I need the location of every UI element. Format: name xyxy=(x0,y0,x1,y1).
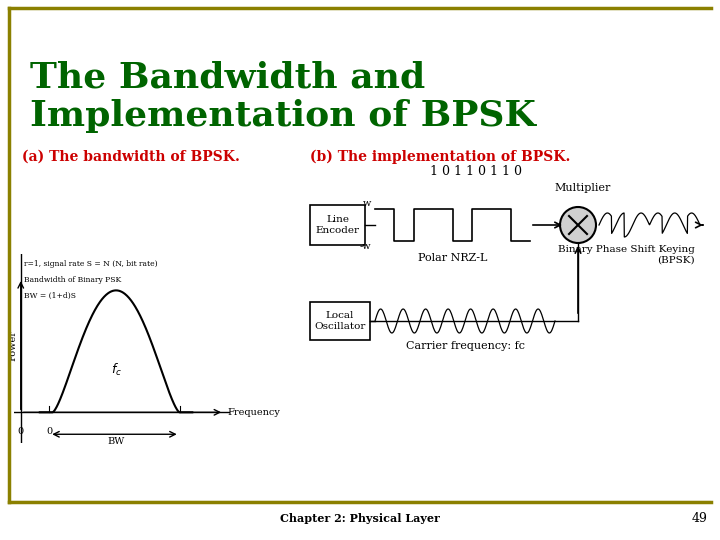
Text: Frequency: Frequency xyxy=(228,408,280,417)
FancyBboxPatch shape xyxy=(310,205,365,245)
Text: 0: 0 xyxy=(18,427,24,436)
Text: The Bandwidth and
Implementation of BPSK: The Bandwidth and Implementation of BPSK xyxy=(30,60,536,133)
Text: (a) The bandwidth of BPSK.: (a) The bandwidth of BPSK. xyxy=(22,150,240,164)
Text: w: w xyxy=(363,199,371,208)
Text: $f_c$: $f_c$ xyxy=(110,362,122,377)
Text: Carrier frequency: fc: Carrier frequency: fc xyxy=(405,341,524,351)
Text: 49: 49 xyxy=(692,511,708,524)
Text: Bandwidth of Binary PSK: Bandwidth of Binary PSK xyxy=(24,276,121,284)
Text: BW = (1+d)S: BW = (1+d)S xyxy=(24,292,76,300)
Text: Line
Encoder: Line Encoder xyxy=(315,215,359,235)
Text: Local
Oscillator: Local Oscillator xyxy=(315,311,366,330)
Text: 0: 0 xyxy=(46,427,53,436)
Text: Power: Power xyxy=(9,330,17,361)
Text: (b) The implementation of BPSK.: (b) The implementation of BPSK. xyxy=(310,150,570,164)
Text: Chapter 2: Physical Layer: Chapter 2: Physical Layer xyxy=(280,512,440,523)
Circle shape xyxy=(560,207,596,243)
Text: Binary Phase Shift Keying
(BPSK): Binary Phase Shift Keying (BPSK) xyxy=(558,245,695,265)
Text: 1 0 1 1 0 1 1 0: 1 0 1 1 0 1 1 0 xyxy=(430,165,522,178)
FancyBboxPatch shape xyxy=(310,302,370,340)
Text: r=1, signal rate S = N (N, bit rate): r=1, signal rate S = N (N, bit rate) xyxy=(24,260,158,268)
Text: -w: -w xyxy=(359,242,371,251)
Text: BW: BW xyxy=(107,437,125,445)
Text: Polar NRZ-L: Polar NRZ-L xyxy=(418,253,487,263)
Text: Multiplier: Multiplier xyxy=(555,183,611,193)
